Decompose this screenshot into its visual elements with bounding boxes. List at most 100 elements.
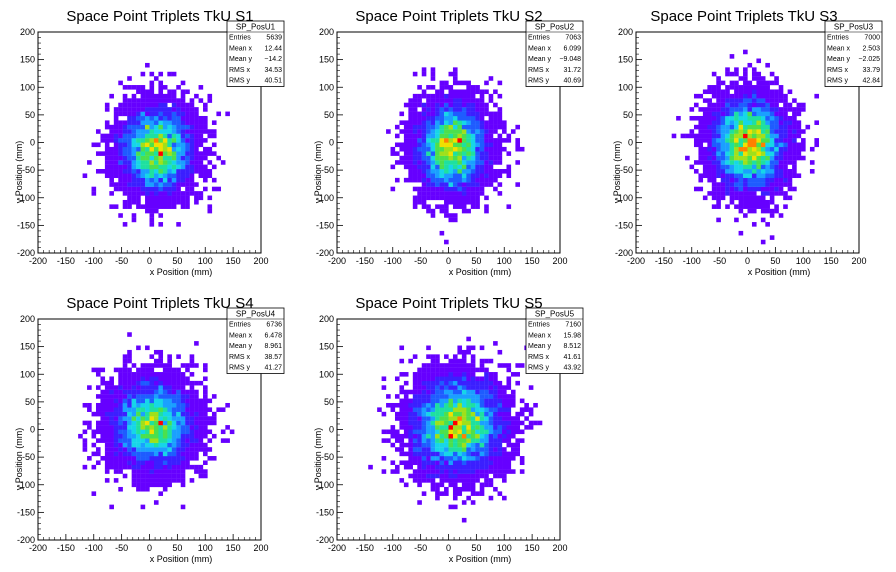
heatmap-cell [95, 460, 101, 466]
heatmap-cell [778, 142, 784, 148]
heatmap-cell [131, 120, 137, 125]
heatmap-cell [131, 98, 137, 103]
heatmap-cell [720, 111, 726, 117]
heatmap-cell [176, 438, 181, 443]
heatmap-cell [122, 429, 128, 435]
heatmap-cell [203, 124, 208, 130]
heatmap-cell [716, 115, 721, 121]
heatmap-cell [778, 213, 784, 218]
heatmap-cell [211, 142, 217, 148]
heatmap-cell [479, 464, 485, 470]
heatmap-cell [82, 420, 88, 426]
heatmap-cell [502, 464, 507, 470]
heatmap-cell [488, 442, 494, 448]
heatmap-cell [412, 447, 418, 452]
heatmap-cell [113, 111, 119, 117]
heatmap-cell [470, 376, 476, 382]
heatmap-cell [185, 411, 190, 417]
heatmap-cell [203, 416, 208, 421]
heatmap-cell [448, 402, 454, 408]
heatmap-cell [180, 376, 186, 382]
heatmap-cell [185, 102, 190, 108]
heatmap-cell [176, 442, 181, 448]
heatmap-cell [783, 115, 788, 121]
heatmap-cell [421, 447, 427, 452]
heatmap-cell [461, 164, 467, 170]
heatmap-cell [774, 124, 779, 130]
heatmap-cell [457, 389, 463, 395]
heatmap-cell [729, 120, 735, 125]
heatmap-cell [426, 433, 431, 439]
heatmap-cell [743, 186, 748, 192]
heatmap-cell [408, 169, 413, 174]
heatmap-cell [457, 478, 463, 483]
heatmap-cell [220, 438, 226, 443]
heatmap-cell [778, 191, 784, 196]
heatmap-cell [145, 173, 150, 179]
heatmap-cell [158, 129, 164, 134]
heatmap-cell [515, 451, 521, 457]
heatmap-cell [180, 398, 186, 404]
heatmap-cell [158, 407, 164, 412]
heatmap-cell [153, 447, 159, 452]
heatmap-cell [145, 420, 150, 426]
heatmap-cell [444, 473, 449, 479]
heatmap-cell [452, 433, 458, 439]
heatmap-cell [461, 425, 467, 430]
x-tick-label: 100 [796, 256, 811, 266]
heatmap-cell [461, 482, 467, 488]
heatmap-cell [225, 111, 230, 117]
heatmap-cell [743, 111, 748, 117]
heatmap-cell [162, 460, 168, 466]
heatmap-cell [470, 93, 476, 99]
heatmap-cell [448, 177, 454, 183]
heatmap-cell [457, 464, 463, 470]
heatmap-cell [751, 115, 757, 121]
heatmap-cell [176, 469, 181, 474]
heatmap-cell [131, 385, 137, 390]
heatmap-cell [457, 199, 463, 205]
heatmap-cell [189, 456, 195, 461]
heatmap-cell [466, 146, 471, 152]
heatmap-cell [149, 460, 155, 466]
heatmap-cell [506, 442, 512, 448]
heatmap-cell [493, 380, 498, 386]
heatmap-cell [506, 469, 512, 474]
heatmap-cell [131, 169, 137, 174]
heatmap-cell [426, 160, 431, 165]
heatmap-cell [403, 411, 409, 417]
heatmap-cell [470, 146, 476, 152]
heatmap-cell [479, 491, 485, 496]
heatmap-cell [430, 160, 436, 165]
heatmap-cell [716, 138, 721, 143]
heatmap-cell [444, 155, 449, 161]
heatmap-cell [479, 486, 485, 492]
heatmap-cell [412, 164, 418, 170]
heatmap-cell [158, 164, 164, 170]
heatmap-cell [149, 411, 155, 417]
heatmap-cell [167, 464, 172, 470]
heatmap-cell [417, 115, 422, 121]
heatmap-cell [430, 213, 436, 218]
heatmap-cell [452, 155, 458, 161]
heatmap-cell [430, 460, 436, 466]
heatmap-cell [466, 442, 471, 448]
y-axis-label: y Position (mm) [313, 428, 323, 491]
heatmap-cell [171, 385, 177, 390]
heatmap-cell [475, 451, 480, 457]
heatmap-cell [430, 124, 436, 130]
heatmap-cell [756, 151, 762, 156]
heatmap-cell [461, 389, 467, 395]
heatmap-cell [118, 120, 123, 125]
heatmap-cell [145, 411, 150, 417]
heatmap-cell [153, 115, 159, 121]
heatmap-cell [760, 85, 766, 90]
heatmap-cell [488, 120, 494, 125]
heatmap-cell [421, 473, 427, 479]
heatmap-cell [180, 177, 186, 183]
heatmap-cell [122, 222, 128, 227]
heatmap-cell [185, 402, 190, 408]
heatmap-cell [435, 124, 440, 130]
heatmap-cell [87, 420, 92, 426]
heatmap-cell [778, 133, 784, 139]
